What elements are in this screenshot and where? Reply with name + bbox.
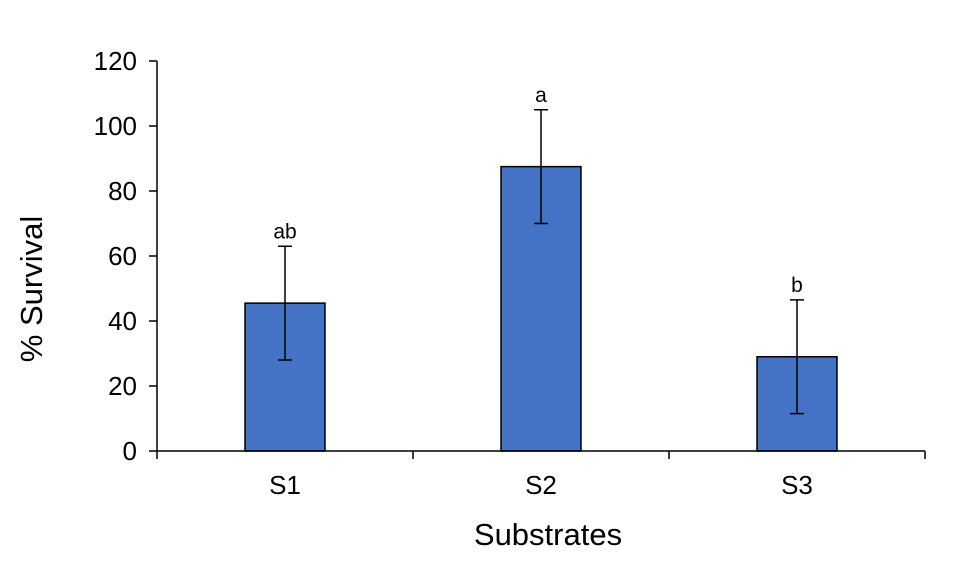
y-tick-label-120: 120 [94,46,137,76]
y-tick-label-80: 80 [108,176,137,206]
y-tick-label-60: 60 [108,241,137,271]
x-tick-label-s3: S3 [781,470,813,500]
y-tick-label-20: 20 [108,371,137,401]
error-bars-group [278,109,804,415]
y-tick-label-40: 40 [108,306,137,336]
significance-label-s1: ab [273,220,296,243]
axes-group: S1 S2 S3 0 20 40 60 80 100 120 [94,46,926,500]
y-tick-label-0: 0 [123,436,137,466]
significance-label-s2: a [535,84,547,107]
x-tick-label-s2: S2 [525,470,557,500]
x-tick-label-s1: S1 [269,470,301,500]
y-tick-label-100: 100 [94,111,137,141]
significance-label-s3: b [791,274,803,297]
y-axis-title: % Survival [14,216,49,362]
x-axis-title: Substrates [474,517,622,552]
